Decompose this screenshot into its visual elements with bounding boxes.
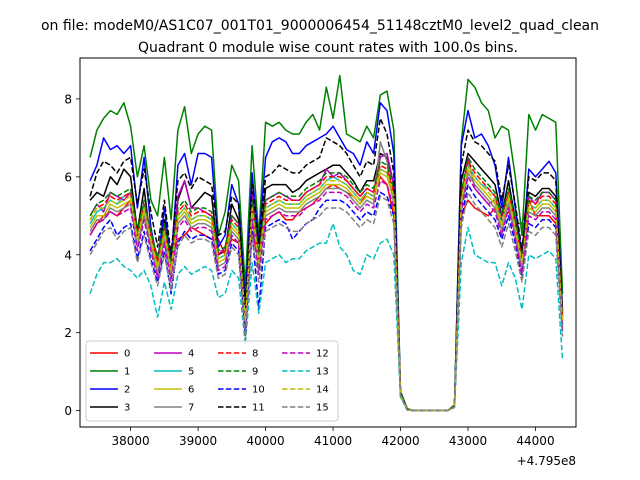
x-tick-label: 43000 [449, 434, 487, 448]
legend-label-1: 1 [124, 367, 130, 378]
legend-label-15: 15 [316, 403, 329, 414]
legend-label-13: 13 [316, 367, 329, 378]
legend-label-8: 8 [252, 349, 258, 360]
plot-area-frame [79, 57, 577, 428]
figure-suptitle: on file: modeM0/AS1C07_001T01_9000006454… [41, 18, 599, 34]
y-tick-label: 4 [64, 248, 72, 262]
legend-box [85, 340, 339, 422]
series-line-1 [89, 74, 564, 412]
legend-label-5: 5 [188, 367, 194, 378]
series-line-11 [89, 117, 564, 412]
legend-label-3: 3 [124, 403, 130, 414]
x-tick-label: 38000 [112, 434, 150, 448]
x-tick-label: 40000 [246, 434, 284, 448]
x-tick-label: 39000 [179, 434, 217, 448]
series-line-8 [89, 160, 564, 412]
x-tick-label: 44000 [516, 434, 554, 448]
series-line-15 [89, 191, 564, 412]
legend-label-6: 6 [188, 385, 194, 396]
x-offset-label: +4.795e8 [517, 454, 576, 468]
legend-label-7: 7 [188, 403, 194, 414]
legend-label-11: 11 [252, 403, 265, 414]
legend-label-14: 14 [316, 385, 329, 396]
legend-label-0: 0 [124, 349, 130, 360]
axes-layer: 38000 39000 40000 41000 42000 43000 44000 0 2 4 6 8 [64, 92, 554, 448]
legend-label-9: 9 [252, 367, 258, 378]
x-tick-label: 42000 [381, 434, 419, 448]
chart-title: Quadrant 0 module wise count rates with … [138, 40, 518, 56]
legend-label-12: 12 [316, 349, 329, 360]
x-tick-label: 41000 [314, 434, 352, 448]
legend-label-4: 4 [188, 349, 194, 360]
y-tick-label: 6 [64, 170, 72, 184]
series-line-12 [89, 176, 564, 412]
y-tick-label: 8 [64, 92, 72, 106]
y-tick-label: 2 [64, 326, 72, 340]
series-layer [89, 74, 564, 412]
series-line-9 [89, 156, 564, 412]
y-tick-label: 0 [64, 404, 72, 418]
series-line-13 [89, 222, 564, 412]
series-line-2 [89, 102, 564, 412]
legend-label-10: 10 [252, 385, 265, 396]
series-line-14 [89, 164, 564, 412]
legend-label-2: 2 [124, 385, 130, 396]
